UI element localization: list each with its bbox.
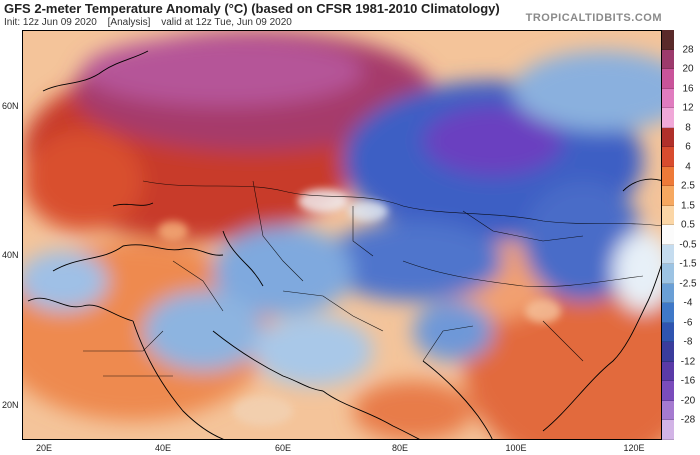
lat-label-60n: 60N (2, 101, 19, 111)
colorbar-label: -16 (680, 375, 696, 387)
colorbar-label: -4 (683, 297, 693, 309)
init-time: Init: 12z Jun 09 2020 (4, 17, 97, 28)
lon-label-100e: 100E (505, 443, 527, 453)
colorbar-label: 0.5 (681, 219, 695, 231)
colorbar-swatch (662, 186, 674, 206)
colorbar-label: -0.5 (679, 239, 697, 251)
colorbar-swatch (662, 127, 674, 148)
colorbar-swatch (662, 303, 674, 323)
lat-label-40n: 40N (2, 250, 19, 260)
colorbar-label: 28 (682, 44, 694, 56)
colorbar-label: 1.5 (681, 200, 695, 212)
colorbar-label: 8 (685, 122, 691, 134)
anomaly-map-svg (23, 31, 661, 439)
map-title: GFS 2-meter Temperature Anomaly (°C) (ba… (4, 1, 500, 16)
brand-watermark[interactable]: TROPICALTIDBITS.COM (525, 12, 662, 24)
lon-label-40e: 40E (154, 443, 172, 453)
colorbar-label: 4 (685, 161, 691, 173)
country-borders (83, 180, 661, 377)
colorbar-label: -8 (683, 336, 693, 348)
colorbar-swatch (662, 244, 674, 265)
colorbar-legend: 28 20 16 12 8 6 4 2.5 1.5 0.5 -0.5 -1.5 -2.5 -4 -6 -8 -1… (662, 30, 700, 440)
colorbar-label: 12 (682, 102, 694, 114)
colorbar-swatch (662, 381, 674, 401)
colorbar-swatch (662, 264, 674, 284)
colorbar-swatch (662, 225, 674, 245)
colorbar-swatch (662, 49, 674, 70)
coastlines (27, 50, 661, 439)
colorbar-swatch (662, 420, 674, 440)
colorbar-swatch (662, 166, 674, 187)
anomaly-detail (158, 189, 561, 426)
colorbar-label: -1.5 (679, 258, 697, 270)
map-subtitle: Init: 12z Jun 09 2020 [Analysis] valid a… (4, 17, 300, 28)
lat-label-20n: 20N (2, 400, 19, 410)
anomaly-field (23, 31, 661, 439)
colorbar-label: 16 (682, 83, 694, 95)
header: GFS 2-meter Temperature Anomaly (°C) (ba… (0, 0, 700, 30)
lon-label-20e: 20E (35, 443, 53, 453)
colorbar-swatch (662, 108, 674, 128)
valid-time: valid at 12z Tue, Jun 09 2020 (161, 17, 292, 28)
colorbar-swatch (662, 88, 674, 109)
colorbar-swatch (662, 361, 674, 382)
colorbar-label: -12 (680, 356, 696, 368)
colorbar-swatch (662, 400, 674, 421)
colorbar-swatch (662, 322, 674, 343)
lon-label-60e: 60E (274, 443, 292, 453)
lon-label-120e: 120E (623, 443, 645, 453)
colorbar-label: 6 (685, 141, 691, 153)
colorbar-swatch (662, 30, 674, 50)
colorbar-swatch (662, 205, 674, 226)
colorbar-swatch (662, 342, 674, 362)
colorbar-label: -28 (680, 414, 696, 426)
colorbar-swatch (662, 147, 674, 167)
anomaly-map (22, 30, 662, 440)
colorbar-swatch (662, 283, 674, 304)
colorbar-swatch (662, 69, 674, 89)
analysis-tag: [Analysis] (107, 17, 151, 28)
colorbar-label: -6 (683, 317, 693, 329)
colorbar-label: -2.5 (679, 278, 697, 290)
colorbar-label: -20 (680, 395, 696, 407)
lon-label-80e: 80E (391, 443, 409, 453)
colorbar-label: 2.5 (681, 180, 695, 192)
colorbar-label: 20 (682, 63, 694, 75)
